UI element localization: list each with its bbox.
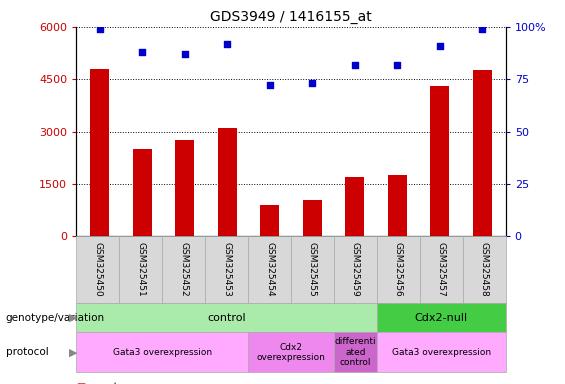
Bar	[463, 236, 506, 303]
Text: ▶: ▶	[69, 313, 77, 323]
Point	[223, 41, 232, 47]
Bar	[248, 332, 334, 372]
Point	[180, 51, 189, 57]
Point	[308, 80, 317, 86]
Bar	[430, 86, 449, 236]
Text: ■: ■	[76, 382, 85, 384]
Bar	[76, 332, 248, 372]
Bar	[334, 332, 377, 372]
Bar	[377, 332, 506, 372]
Bar	[420, 236, 463, 303]
Point	[350, 61, 359, 68]
Bar	[377, 303, 506, 332]
Bar	[175, 140, 194, 236]
Text: GSM325458: GSM325458	[480, 242, 489, 297]
Bar	[303, 200, 322, 236]
Text: GSM325453: GSM325453	[222, 242, 231, 297]
Bar	[248, 236, 291, 303]
Bar	[205, 236, 248, 303]
Text: ▶: ▶	[69, 347, 77, 358]
Text: GSM325450: GSM325450	[93, 242, 102, 297]
Title: GDS3949 / 1416155_at: GDS3949 / 1416155_at	[210, 10, 372, 25]
Bar	[76, 303, 377, 332]
Point	[138, 49, 147, 55]
Text: GSM325459: GSM325459	[351, 242, 360, 297]
Text: Cdx2
overexpression: Cdx2 overexpression	[257, 343, 325, 362]
Bar	[388, 175, 407, 236]
Text: GSM325455: GSM325455	[308, 242, 317, 297]
Text: GSM325457: GSM325457	[437, 242, 446, 297]
Text: Gata3 overexpression: Gata3 overexpression	[112, 348, 212, 357]
Text: protocol: protocol	[6, 347, 49, 358]
Text: GSM325454: GSM325454	[265, 242, 274, 297]
Text: count: count	[90, 382, 118, 384]
Bar	[345, 177, 364, 236]
Text: GSM325451: GSM325451	[136, 242, 145, 297]
Text: Cdx2-null: Cdx2-null	[415, 313, 468, 323]
Bar	[119, 236, 162, 303]
Point	[95, 26, 104, 32]
Bar	[133, 149, 152, 236]
Text: GSM325456: GSM325456	[394, 242, 403, 297]
Point	[435, 43, 444, 49]
Text: control: control	[207, 313, 246, 323]
Bar	[76, 236, 119, 303]
Text: differenti
ated
control: differenti ated control	[334, 338, 376, 367]
Bar	[260, 205, 279, 236]
Bar	[90, 69, 109, 236]
Text: Gata3 overexpression: Gata3 overexpression	[392, 348, 491, 357]
Bar	[334, 236, 377, 303]
Point	[478, 26, 487, 32]
Bar	[377, 236, 420, 303]
Point	[265, 83, 274, 89]
Bar	[218, 128, 237, 236]
Bar	[162, 236, 205, 303]
Text: genotype/variation: genotype/variation	[6, 313, 105, 323]
Bar	[473, 71, 492, 236]
Text: GSM325452: GSM325452	[179, 242, 188, 297]
Point	[393, 61, 402, 68]
Bar	[291, 236, 334, 303]
